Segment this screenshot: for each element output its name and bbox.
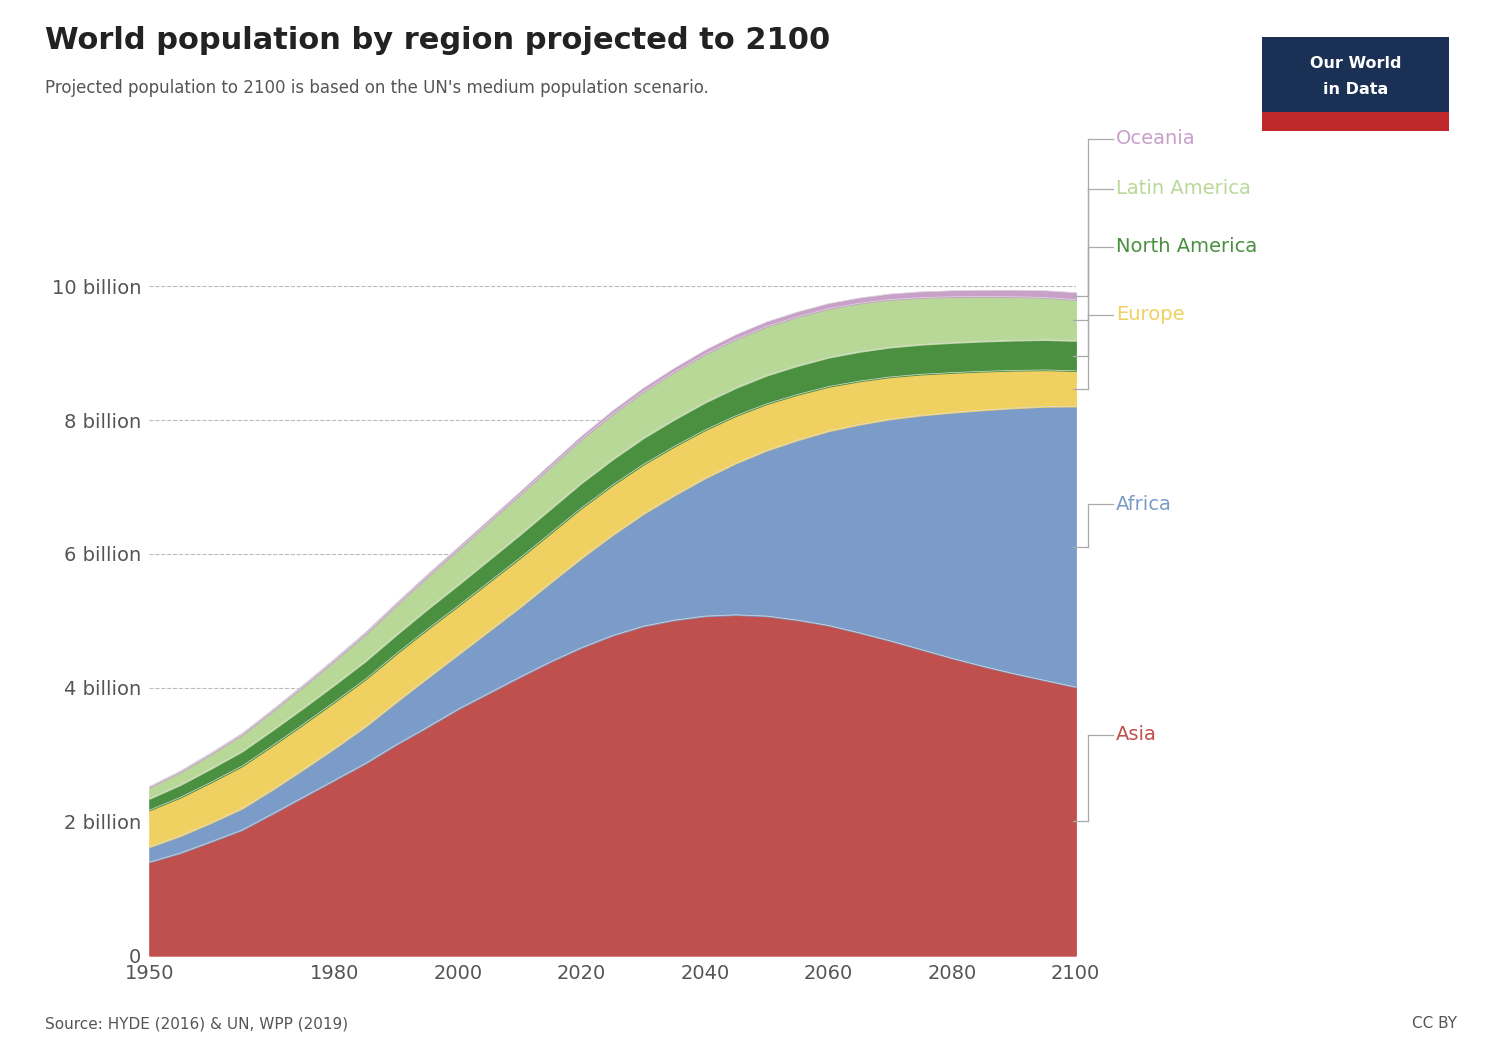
Bar bbox=[1262, 112, 1449, 131]
Text: Oceania: Oceania bbox=[1116, 129, 1195, 148]
Text: Asia: Asia bbox=[1116, 726, 1156, 744]
Text: Africa: Africa bbox=[1116, 495, 1171, 513]
FancyBboxPatch shape bbox=[1262, 37, 1449, 131]
Text: Our World: Our World bbox=[1310, 56, 1401, 70]
Text: in Data: in Data bbox=[1324, 82, 1388, 98]
Text: CC BY: CC BY bbox=[1412, 1016, 1457, 1031]
Text: Latin America: Latin America bbox=[1116, 180, 1250, 198]
Text: Projected population to 2100 is based on the UN's medium population scenario.: Projected population to 2100 is based on… bbox=[45, 79, 708, 97]
Text: North America: North America bbox=[1116, 237, 1258, 256]
Text: World population by region projected to 2100: World population by region projected to … bbox=[45, 26, 831, 56]
Text: Europe: Europe bbox=[1116, 306, 1185, 324]
Text: Source: HYDE (2016) & UN, WPP (2019): Source: HYDE (2016) & UN, WPP (2019) bbox=[45, 1016, 348, 1031]
